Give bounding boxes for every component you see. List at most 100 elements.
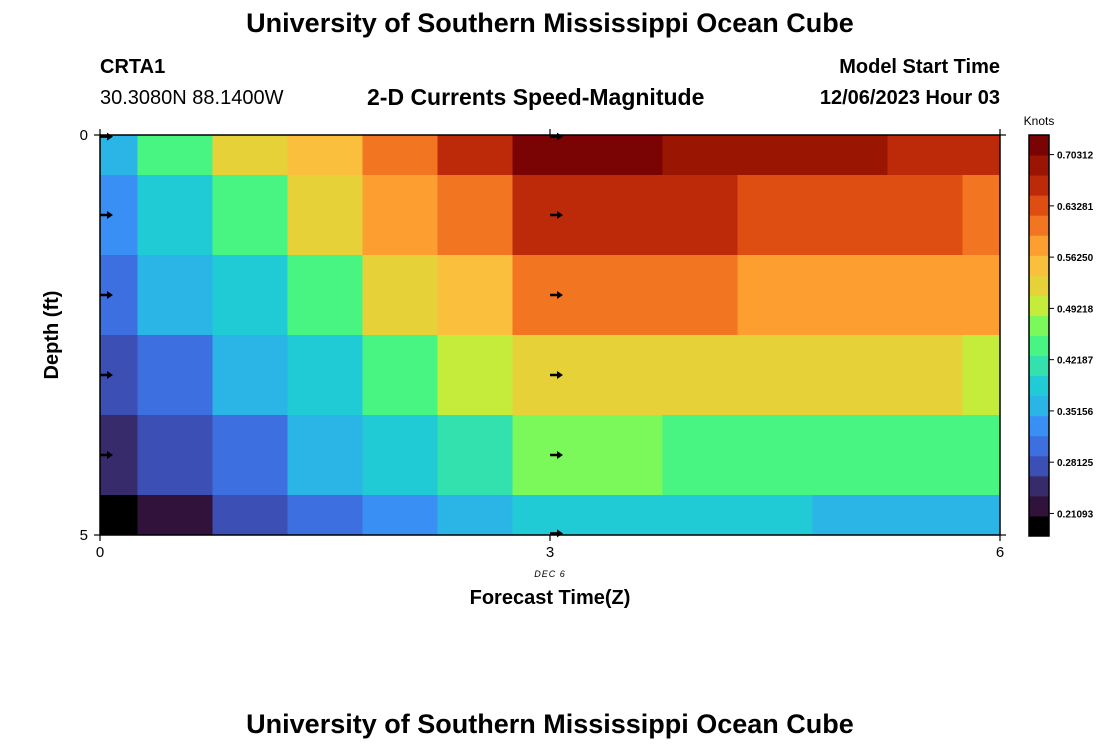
current-arrow-head [557,451,563,459]
colorbar-segment [1029,275,1049,296]
model-start-value: 12/06/2023 Hour 03 [819,87,1000,109]
heatmap-cell [362,175,438,256]
station-name: CRTA1 [100,56,166,78]
colorbar-segment [1029,515,1049,537]
colorbar-segment [1029,215,1049,236]
heatmap-cell [587,495,663,536]
current-arrow [550,211,563,219]
current-arrow-head [557,371,563,379]
colorbar-tick-label: 0.21093 [1057,509,1094,520]
heatmap-cell [962,415,1001,496]
heatmap-cell [962,175,1001,256]
heatmap-cell [587,175,663,256]
current-arrow-head [107,211,113,219]
heatmap-cell [737,495,813,536]
heatmap-cell [437,175,513,256]
heatmap-cell [137,415,213,496]
heatmap-cell [662,135,738,176]
heatmap-cell [812,415,888,496]
heatmap-cell [362,135,438,176]
x-axis-label: Forecast Time(Z) [470,587,631,609]
heatmap-cell [587,415,663,496]
colorbar-segment [1029,315,1049,336]
heatmap-cell [512,495,588,536]
heatmap-cell [587,335,663,416]
colorbar-segment [1029,255,1049,276]
heatmap-cell [100,135,138,176]
heatmap-cell [212,415,288,496]
x-date-sublabel: DEC 6 [534,569,566,579]
heatmap-cell [287,415,363,496]
heatmap-cell [662,415,738,496]
current-arrow [550,371,563,379]
station-coordinates: 30.3080N 88.1400W [100,87,284,109]
heatmap-cell [737,335,813,416]
heatmap-cell [887,495,963,536]
heatmap-cell [362,495,438,536]
y-tick-label: 0 [80,127,88,144]
heatmap-cell [437,335,513,416]
heatmap-cell [212,175,288,256]
colorbar-tick-label: 0.63281 [1057,202,1094,213]
colorbar-tick-label: 0.42187 [1057,356,1094,367]
heatmap-cell [137,175,213,256]
footer-title: University of Southern Mississippi Ocean… [246,709,854,739]
heatmap-cell [962,135,1001,176]
colorbar-segment [1029,355,1049,377]
heatmap-cell [962,335,1001,416]
colorbar-segment [1029,335,1049,357]
heatmap-cell [287,255,363,336]
heatmap-cell [512,135,588,176]
heatmap-cell [212,335,288,416]
current-arrows [100,132,563,538]
heatmap-cell [437,255,513,336]
heatmap-cell [137,335,213,416]
heatmap-cell [137,255,213,336]
heatmap-cell [812,335,888,416]
current-arrow [550,291,563,299]
colorbar-tick-label: 0.56250 [1057,253,1094,264]
chart-title: 2-D Currents Speed-Magnitude [367,84,705,110]
colorbar-segment [1029,415,1049,437]
heatmap-cells [100,135,1001,536]
current-arrow-head [107,451,113,459]
colorbar-tick-label: 0.49218 [1057,304,1094,315]
heatmap-cell [212,135,288,176]
current-arrow [100,371,113,379]
heatmap-cell [962,495,1001,536]
heatmap-cell [587,255,663,336]
heatmap-cell [287,335,363,416]
current-arrow [550,451,563,459]
heatmap-cell [287,175,363,256]
colorbar-segment [1029,495,1049,517]
heatmap-cell [587,135,663,176]
colorbar: Knots 0.21093 0.28125 0.35156 0.42187 0.49218… [1024,114,1094,537]
heatmap-cell [137,495,213,536]
heatmap-cell [287,495,363,536]
colorbar-segment [1029,435,1049,457]
heatmap-cell [662,255,738,336]
heatmap-cell [212,255,288,336]
heatmap-cell [137,135,213,176]
current-arrow [100,451,113,459]
colorbar-frame [1028,134,1050,537]
current-arrow-head [557,291,563,299]
y-tick-label: 5 [80,527,88,544]
heatmap-cell [962,255,1001,336]
heatmap-cell [212,495,288,536]
x-tick-label: 6 [996,544,1004,561]
current-arrow-head [557,211,563,219]
heatmap-cell [887,335,963,416]
heatmap-cell [887,415,963,496]
colorbar-segment [1029,195,1049,216]
heatmap-cell [812,135,888,176]
heatmap-cell [437,415,513,496]
colorbar-label: Knots [1024,114,1055,128]
heatmap-cell [737,135,813,176]
y-axis-label: Depth (ft) [41,291,63,380]
heatmap-cell [812,175,888,256]
heatmap-cell [662,495,738,536]
heatmap-cell [100,495,138,536]
